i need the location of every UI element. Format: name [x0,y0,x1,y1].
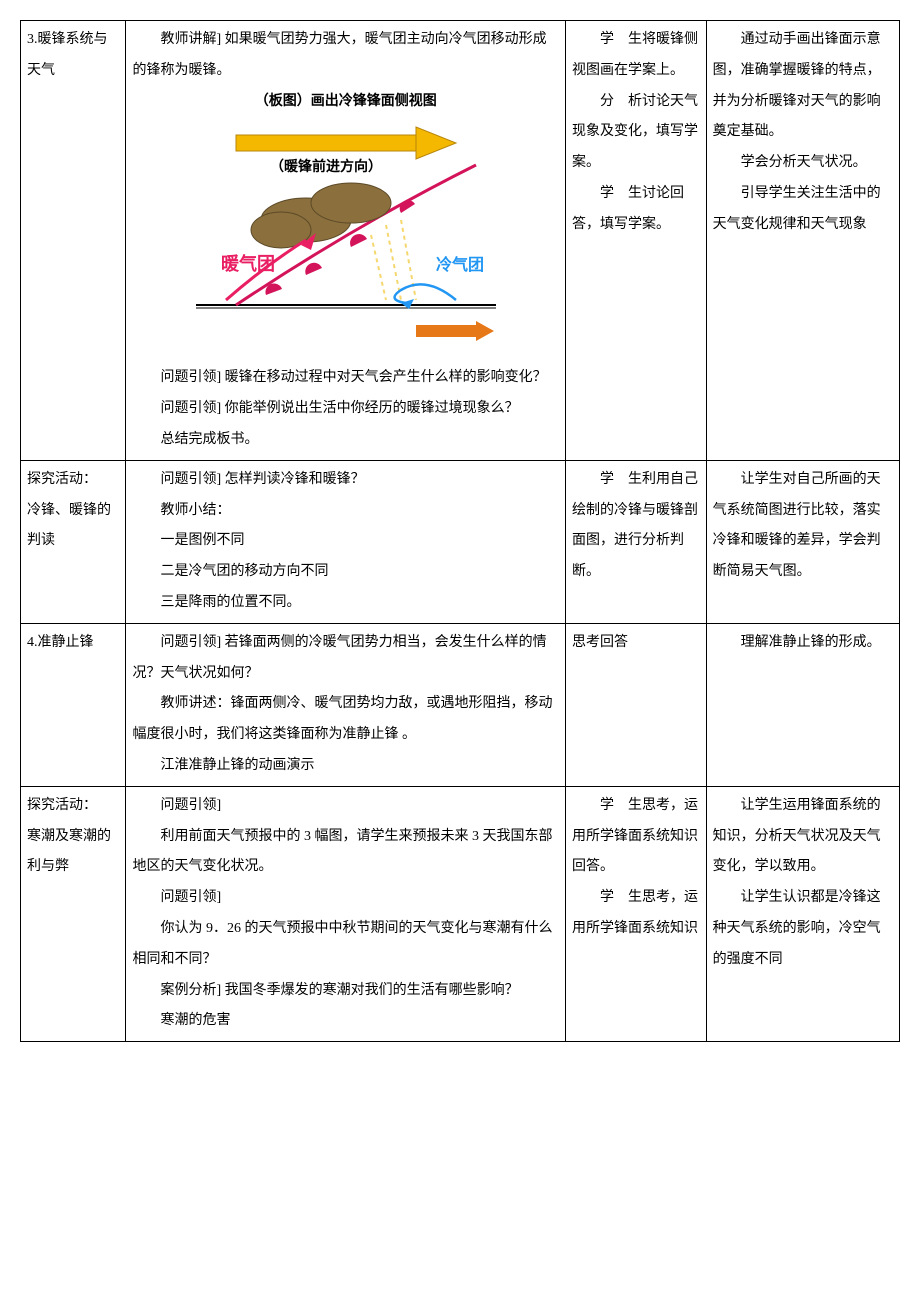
cell-student: 学 生思考，运用所学锋面系统知识回答。学 生思考，运用所学锋面系统知识 [565,786,706,1041]
text-line: 案例分析] 我国冬季爆发的寒潮对我们的生活有哪些影响？ [132,976,559,1007]
text-line: 利用前面天气预报中的 3 幅图，请学生来预报未来 3 天我国东部地区的天气变化状… [132,822,559,884]
svg-text:暖气团: 暖气团 [221,253,275,274]
text-line: 问题引领] 暖锋在移动过程中对天气会产生什么样的影响变化？ [132,363,559,394]
cell-student: 思考回答 [565,623,706,786]
table-row: 探究活动：寒潮及寒潮的利与弊 问题引领]利用前面天气预报中的 3 幅图，请学生来… [21,786,900,1041]
cell-intent: 让学生对自己所画的天气系统简图进行比较，落实冷锋和暖锋的差异，学会判断简易天气图… [706,460,899,623]
text-line: 问题引领] 你能举例说出生活中你经历的暖锋过境现象么？ [132,394,559,425]
text-line: 问题引领] [132,791,559,822]
text-line: 让学生认识都是冷锋这种天气系统的影响，冷空气的强度不同 [713,883,893,975]
text-line: 教师小结： [132,496,559,527]
text-line: 通过动手画出锋面示意图，准确掌握暖锋的特点，并为分析暖锋对天气的影响奠定基础。 [713,25,893,148]
svg-text:冷气团: 冷气团 [436,255,484,274]
cell-topic: 3.暖锋系统与天气 [21,21,126,461]
text-line: 你认为 9．26 的天气预报中中秋节期间的天气变化与寒潮有什么相同和不同？ [132,914,559,976]
text-line: 理解准静止锋的形成。 [713,628,893,659]
text-line: 思考回答 [572,628,700,659]
text-line: 学 生思考，运用所学锋面系统知识回答。 [572,791,700,883]
table-row: 3.暖锋系统与天气 教师讲解] 如果暖气团势力强大，暖气团主动向冷气团移动形成的… [21,21,900,461]
text-line: 教师讲述：锋面两侧冷、暖气团势均力敌，或遇地形阻挡，移动幅度很小时，我们将这类锋… [132,689,559,751]
text-line: 分 析讨论天气现象及变化，填写学案。 [572,87,700,179]
warm-front-diagram: （暖锋前进方向） 暖气团 冷气团 [176,125,516,355]
text-line: 三是降雨的位置不同。 [132,588,559,619]
table-row: 4.准静止锋 问题引领] 若锋面两侧的冷暖气团势力相当，会发生什么样的情况？天气… [21,623,900,786]
cell-intent: 让学生运用锋面系统的知识，分析天气状况及天气变化，学以致用。让学生认识都是冷锋这… [706,786,899,1041]
text-line: 问题引领] [132,883,559,914]
cell-topic: 4.准静止锋 [21,623,126,786]
text-line: 总结完成板书。 [132,425,559,456]
text-line: 学会分析天气状况。 [713,148,893,179]
text-line: 学 生思考，运用所学锋面系统知识 [572,883,700,945]
cell-teacher: 问题引领] 怎样判读冷锋和暖锋？教师小结：一是图例不同二是冷气团的移动方向不同三… [126,460,566,623]
text-line: 寒潮的危害 [132,1006,559,1037]
text-line: 4.准静止锋 [27,628,119,659]
text-line: 探究活动： [27,791,119,822]
text-line: 教师讲解] 如果暖气团势力强大，暖气团主动向冷气团移动形成的锋称为暖锋。 [132,25,559,87]
text-line: 问题引领] 若锋面两侧的冷暖气团势力相当，会发生什么样的情况？天气状况如何？ [132,628,559,690]
cell-topic: 探究活动：寒潮及寒潮的利与弊 [21,786,126,1041]
text-line: 寒潮及寒潮的利与弊 [27,822,119,884]
cell-teacher: 问题引领]利用前面天气预报中的 3 幅图，请学生来预报未来 3 天我国东部地区的… [126,786,566,1041]
text-line: 学 生讨论回答，填写学案。 [572,179,700,241]
text-line: （板图）画出冷锋锋面侧视图 [132,87,559,118]
cell-intent: 理解准静止锋的形成。 [706,623,899,786]
cell-teacher: 教师讲解] 如果暖气团势力强大，暖气团主动向冷气团移动形成的锋称为暖锋。（板图）… [126,21,566,461]
text-line: 学 生利用自己绘制的冷锋与暖锋剖面图，进行分析判断。 [572,465,700,588]
cell-topic: 探究活动：冷锋、暖锋的判读 [21,460,126,623]
text-line: 问题引领] 怎样判读冷锋和暖锋？ [132,465,559,496]
text-line: 二是冷气团的移动方向不同 [132,557,559,588]
text-line: 学 生将暖锋侧视图画在学案上。 [572,25,700,87]
text-line: 探究活动： [27,465,119,496]
text-line: 让学生运用锋面系统的知识，分析天气状况及天气变化，学以致用。 [713,791,893,883]
text-line: 一是图例不同 [132,526,559,557]
text-line: 让学生对自己所画的天气系统简图进行比较，落实冷锋和暖锋的差异，学会判断简易天气图… [713,465,893,588]
text-line: 冷锋、暖锋的判读 [27,496,119,558]
table-row: 探究活动：冷锋、暖锋的判读 问题引领] 怎样判读冷锋和暖锋？教师小结：一是图例不… [21,460,900,623]
cell-teacher: 问题引领] 若锋面两侧的冷暖气团势力相当，会发生什么样的情况？天气状况如何？教师… [126,623,566,786]
text-line: 3.暖锋系统与天气 [27,25,119,87]
cell-student: 学 生利用自己绘制的冷锋与暖锋剖面图，进行分析判断。 [565,460,706,623]
cell-intent: 通过动手画出锋面示意图，准确掌握暖锋的特点，并为分析暖锋对天气的影响奠定基础。学… [706,21,899,461]
text-line: 引导学生关注生活中的天气变化规律和天气现象 [713,179,893,241]
cell-student: 学 生将暖锋侧视图画在学案上。分 析讨论天气现象及变化，填写学案。学 生讨论回答… [565,21,706,461]
text-line: 江淮准静止锋的动画演示 [132,751,559,782]
svg-text:（暖锋前进方向）: （暖锋前进方向） [270,158,382,175]
